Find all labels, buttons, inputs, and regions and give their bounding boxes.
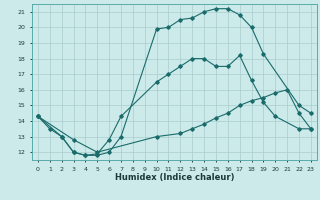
X-axis label: Humidex (Indice chaleur): Humidex (Indice chaleur) — [115, 173, 234, 182]
